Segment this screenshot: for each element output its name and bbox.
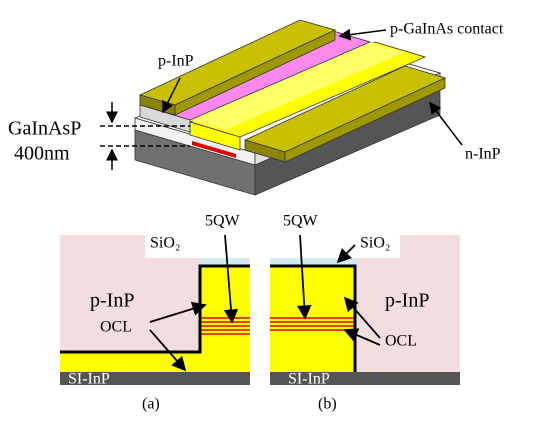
page: {"top_view": {"p_inp": "p-InP", "contact… (0, 0, 540, 422)
device-3d (135, 20, 445, 195)
caption: (b) (318, 396, 337, 413)
label: 5QW (205, 213, 241, 230)
label: p-InP (385, 290, 429, 312)
caption: (a) (142, 396, 160, 413)
label: 400nm (14, 143, 70, 165)
label: p-GaInAs contact (390, 21, 504, 38)
label: SI-InP (68, 371, 110, 388)
label: n-InP (465, 146, 501, 163)
label: GaInAsP (8, 118, 81, 140)
label: SiO₂ (360, 235, 390, 252)
label: SI-InP (288, 371, 330, 388)
label: OCL (385, 333, 417, 350)
label: p-InP (90, 290, 134, 312)
label: OCL (100, 319, 132, 336)
label: SiO₂ (150, 235, 180, 252)
diagram: p-InP p-GaInAs contact GaInAsP 400nm n-I… (0, 0, 540, 417)
label: 5QW (283, 213, 319, 230)
panel-b: 5QW SiO₂ p-InP OCL SI-InP (b) (270, 213, 460, 413)
label: p-InP (158, 53, 194, 70)
panel-a: SiO₂ 5QW p-InP OCL SI-InP (a) (60, 213, 250, 413)
